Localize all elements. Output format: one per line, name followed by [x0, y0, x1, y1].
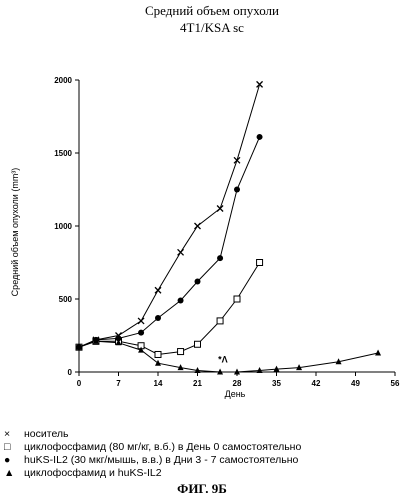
x-tick-label: 0 — [77, 379, 82, 388]
x-tick-label: 49 — [351, 379, 360, 388]
data-point-circle — [138, 330, 144, 336]
data-point-x — [234, 157, 240, 163]
square-marker-icon: □ — [4, 441, 24, 453]
chart-title: Средний объем опухоли — [145, 3, 279, 18]
legend-item-combination: ▲ циклофосфамид и huKS-IL2 — [4, 466, 301, 479]
y-tick-label: 1000 — [54, 222, 72, 231]
data-point-square — [195, 341, 201, 347]
legend: × носитель □ циклофосфамид (80 мг/кг, в.… — [4, 427, 301, 479]
x-tick-label: 7 — [116, 379, 121, 388]
data-point-square — [155, 351, 161, 357]
x-tick-label: 21 — [193, 379, 202, 388]
data-point-square — [234, 296, 240, 302]
legend-label: huKS-IL2 (30 мкг/мышь, в.в.) в Дни 3 - 7… — [24, 454, 298, 466]
legend-label: циклофосфамид и huKS-IL2 — [24, 467, 162, 479]
data-point-square — [217, 318, 223, 324]
data-point-x — [195, 223, 201, 229]
series-line-triangle — [79, 341, 378, 372]
legend-label: носитель — [24, 428, 69, 440]
significance-annotation: *Λ — [218, 354, 228, 364]
series-line-square — [79, 263, 260, 355]
x-axis-label: День — [225, 389, 246, 399]
circle-marker-icon: ● — [4, 454, 24, 466]
data-point-x — [155, 287, 161, 293]
y-tick-label: 0 — [68, 368, 73, 377]
legend-item-cyclophosphamide: □ циклофосфамид (80 мг/кг, в.б.) в День … — [4, 440, 301, 453]
x-tick-label: 42 — [312, 379, 321, 388]
x-marker-icon: × — [4, 428, 24, 440]
data-point-x — [217, 205, 223, 211]
data-point-circle — [195, 278, 201, 284]
marker-layer — [76, 81, 381, 374]
x-tick-label: 14 — [154, 379, 163, 388]
data-point-circle — [217, 255, 223, 261]
data-point-x — [178, 249, 184, 255]
triangle-marker-icon: ▲ — [4, 467, 24, 479]
data-point-triangle — [155, 360, 161, 366]
x-tick-label: 28 — [233, 379, 242, 388]
data-point-x — [257, 81, 263, 87]
series-layer — [79, 84, 378, 372]
series-line-x — [79, 84, 260, 347]
data-point-square — [178, 349, 184, 355]
x-tick-label: 56 — [391, 379, 400, 388]
data-point-circle — [178, 297, 184, 303]
x-tick-label: 35 — [272, 379, 281, 388]
legend-label: циклофосфамид (80 мг/кг, в.б.) в День 0 … — [24, 441, 301, 453]
figure-caption: ФИГ. 9Б — [0, 481, 404, 497]
data-point-circle — [155, 315, 161, 321]
y-tick-label: 1500 — [54, 149, 72, 158]
data-point-circle — [257, 134, 263, 140]
series-line-circle — [79, 137, 260, 347]
y-tick-label: 500 — [59, 295, 73, 304]
data-point-square — [257, 260, 263, 266]
data-point-circle — [234, 187, 240, 193]
data-point-x — [138, 318, 144, 324]
y-axis-label: Средний объем опухоли (mm³) — [10, 168, 20, 297]
y-tick-label: 2000 — [54, 76, 72, 85]
legend-item-vehicle: × носитель — [4, 427, 301, 440]
chart-subtitle: 4T1/KSA sc — [180, 20, 244, 35]
data-point-triangle — [375, 350, 381, 356]
legend-item-huks-il2: ● huKS-IL2 (30 мкг/мышь, в.в.) в Дни 3 -… — [4, 453, 301, 466]
